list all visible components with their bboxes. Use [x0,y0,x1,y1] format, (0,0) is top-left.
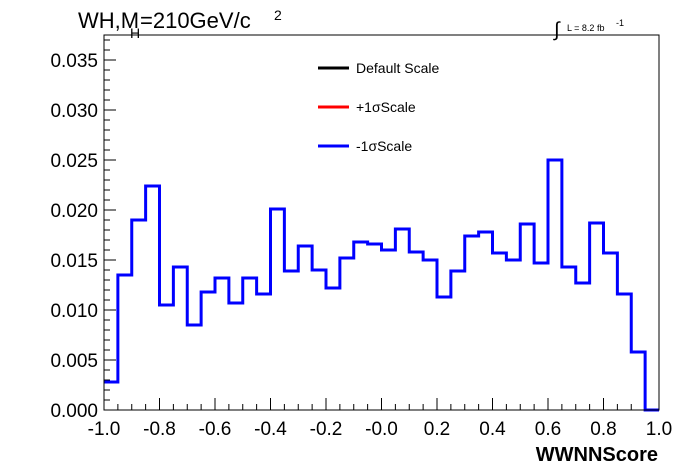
y-tick-label: 0.010 [50,301,98,322]
x-axis-label: WWNNScore [536,444,658,466]
x-tick-label: 1.0 [646,419,672,440]
histogram-series-line [104,158,659,412]
legend-label: +1σScale [356,99,416,115]
y-tick-label: 0.005 [50,351,98,372]
title-superscript: 2 [274,7,282,23]
x-tick-label: 0.2 [424,419,450,440]
x-tick-label: -1.0 [88,419,121,440]
x-tick-label: 0.4 [479,419,506,440]
legend-label: -1σScale [356,138,412,154]
y-tick-label: 0.030 [50,101,98,122]
x-tick-label: 0.8 [590,419,616,440]
title-rest: =210GeV/c [140,8,251,33]
legend-label: Default Scale [356,60,439,76]
title-main: WH,M [78,8,139,33]
x-tick-label: 0.6 [535,419,561,440]
x-tick-label: -0.2 [310,419,343,440]
x-tick-label: -0.4 [254,419,287,440]
x-tick-label: -0.8 [143,419,176,440]
chart-title: WH,M H =210GeV/c 2 [78,7,282,41]
x-tick-label: -0.0 [365,419,398,440]
y-tick-label: 0.025 [50,151,98,172]
integral-symbol: ∫ [553,19,561,41]
y-tick-label: 0.015 [50,251,98,272]
y-tick-label: 0.035 [50,51,98,72]
luminosity-label: ∫ L = 8.2 fb -1 [553,18,624,41]
title-subscript: H [130,25,140,41]
legend: Default Scale +1σScale -1σScale [318,60,439,154]
y-tick-label: 0.020 [50,201,98,222]
x-tick-label: -0.6 [199,419,232,440]
plot-frame [103,34,660,411]
y-tick-label: 0.000 [50,401,98,422]
luminosity-text: L = 8.2 fb [567,23,604,33]
series-layer [104,158,659,412]
axis-layer: 0.000 0.005 0.010 0.015 0.020 0.025 0.030 0.035… [50,39,672,440]
luminosity-superscript: -1 [616,18,624,28]
